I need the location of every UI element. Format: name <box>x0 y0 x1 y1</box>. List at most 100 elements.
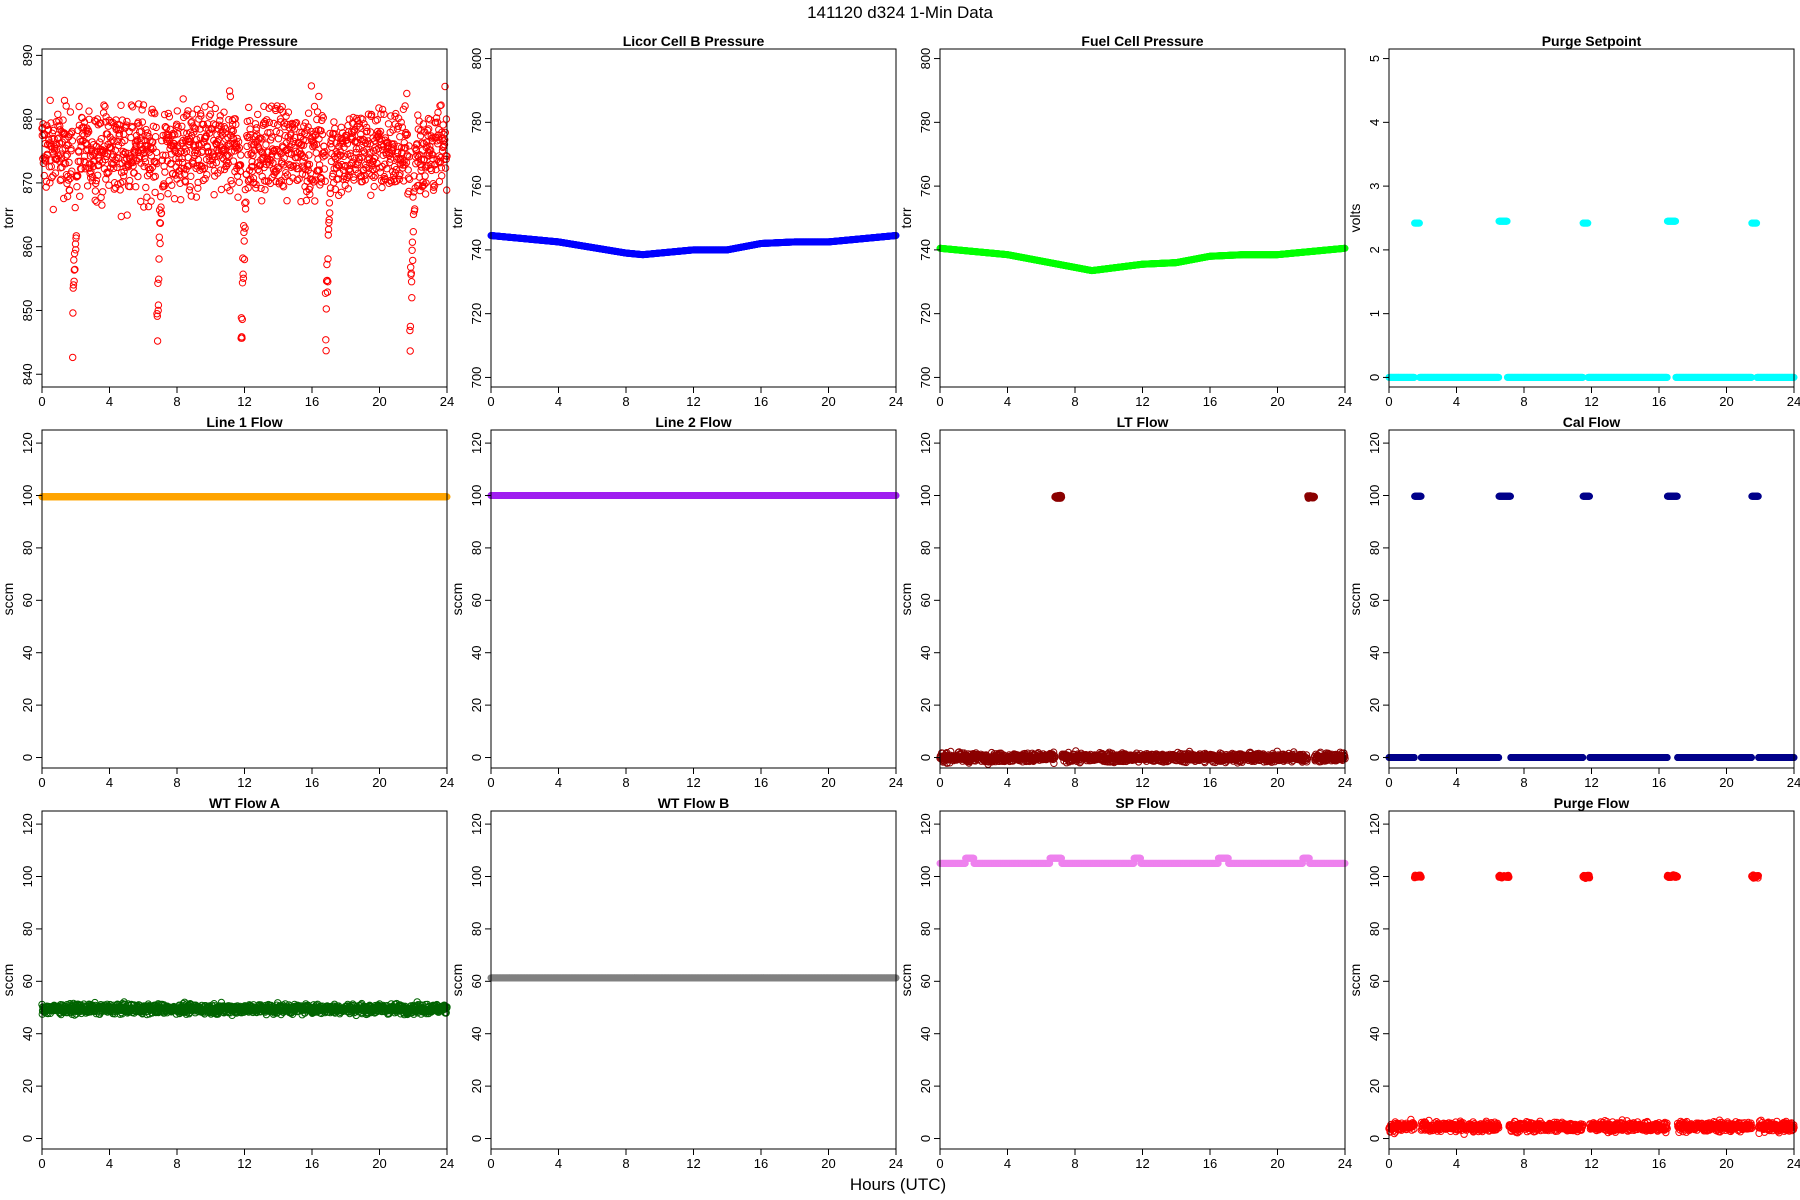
data-point <box>165 191 171 197</box>
x-tick-label: 12 <box>237 394 251 409</box>
data-point <box>235 194 241 200</box>
data-point <box>316 93 322 99</box>
data-point <box>69 138 75 144</box>
data-point <box>92 197 98 203</box>
data-point <box>64 193 70 199</box>
data-point <box>162 169 168 175</box>
x-tick-label: 8 <box>622 394 629 409</box>
data-point <box>327 210 333 216</box>
x-tick-label: 4 <box>106 394 113 409</box>
data-point <box>408 264 414 270</box>
data-point <box>238 152 244 158</box>
data-point <box>135 173 141 179</box>
y-axis-label: torr <box>0 207 16 228</box>
data-point <box>241 229 247 235</box>
data-point <box>92 188 98 194</box>
y-tick-label: 760 <box>469 175 484 197</box>
data-point <box>252 121 258 127</box>
x-tick-label: 20 <box>821 394 835 409</box>
y-tick-label: 800 <box>918 48 933 70</box>
y-tick-label: 780 <box>918 111 933 133</box>
plot-frame <box>940 49 1345 387</box>
data-point <box>407 323 413 329</box>
data-point <box>70 354 76 360</box>
panel-title: Purge Setpoint <box>1542 33 1642 49</box>
x-tick-label: 0 <box>38 394 45 409</box>
data-points <box>488 232 899 258</box>
data-point <box>50 206 56 212</box>
y-tick-label: 890 <box>20 45 35 67</box>
data-point <box>271 120 277 126</box>
data-point <box>404 90 410 96</box>
x-tick-label: 0 <box>936 394 943 409</box>
data-point <box>152 134 158 140</box>
y-tick-label: 740 <box>918 239 933 261</box>
panel-title: Licor Cell B Pressure <box>623 33 765 49</box>
data-point <box>188 173 194 179</box>
data-point <box>409 295 415 301</box>
data-point <box>221 109 227 115</box>
data-point <box>376 105 382 111</box>
x-tick-label: 4 <box>555 394 562 409</box>
data-point <box>202 104 208 110</box>
data-point <box>217 113 223 119</box>
x-tick-label: 24 <box>1338 394 1352 409</box>
data-point <box>439 173 445 179</box>
y-tick-label: 760 <box>918 175 933 197</box>
y-tick-label: 860 <box>20 236 35 258</box>
data-point <box>240 275 246 281</box>
data-point <box>246 104 252 110</box>
data-point <box>212 105 218 111</box>
data-point <box>118 213 124 219</box>
data-point <box>305 110 311 116</box>
data-point <box>410 229 416 235</box>
data-point <box>308 83 314 89</box>
data-point <box>72 204 78 210</box>
data-point <box>84 183 90 189</box>
data-point <box>323 337 329 343</box>
data-point <box>326 200 332 206</box>
x-tick-label: 20 <box>1270 394 1284 409</box>
data-point <box>204 172 210 178</box>
data-point <box>156 256 162 262</box>
data-point <box>331 119 337 125</box>
x-tick-label: 8 <box>1071 394 1078 409</box>
data-point <box>148 198 154 204</box>
y-axis-label: torr <box>898 207 914 228</box>
data-point <box>323 348 329 354</box>
data-point <box>124 212 130 218</box>
data-point <box>236 179 242 185</box>
data-point <box>194 106 200 112</box>
data-point <box>241 238 247 244</box>
x-tick-label: 12 <box>686 394 700 409</box>
x-tick-label: 12 <box>1135 394 1149 409</box>
data-point <box>158 194 164 200</box>
data-point <box>1504 218 1510 224</box>
data-point <box>144 194 150 200</box>
y-tick-label: 720 <box>469 303 484 325</box>
data-point <box>63 103 69 109</box>
x-tick-label: 16 <box>1203 394 1217 409</box>
y-axis-label: torr <box>449 207 465 228</box>
data-point <box>61 195 67 201</box>
data-point <box>313 150 319 156</box>
data-point <box>385 121 391 127</box>
data-point <box>442 165 448 171</box>
data-point <box>156 234 162 240</box>
x-tick-label: 20 <box>372 394 386 409</box>
data-point <box>443 116 449 122</box>
data-point <box>180 96 186 102</box>
data-point <box>371 183 377 189</box>
y-tick-label: 700 <box>918 367 933 389</box>
data-point <box>405 167 411 173</box>
data-point <box>422 191 428 197</box>
data-point <box>211 192 217 198</box>
panel-title: Fuel Cell Pressure <box>1081 33 1203 49</box>
y-tick-label: 850 <box>20 300 35 322</box>
y-axis-label: volts <box>1347 204 1363 233</box>
data-point <box>129 104 135 110</box>
